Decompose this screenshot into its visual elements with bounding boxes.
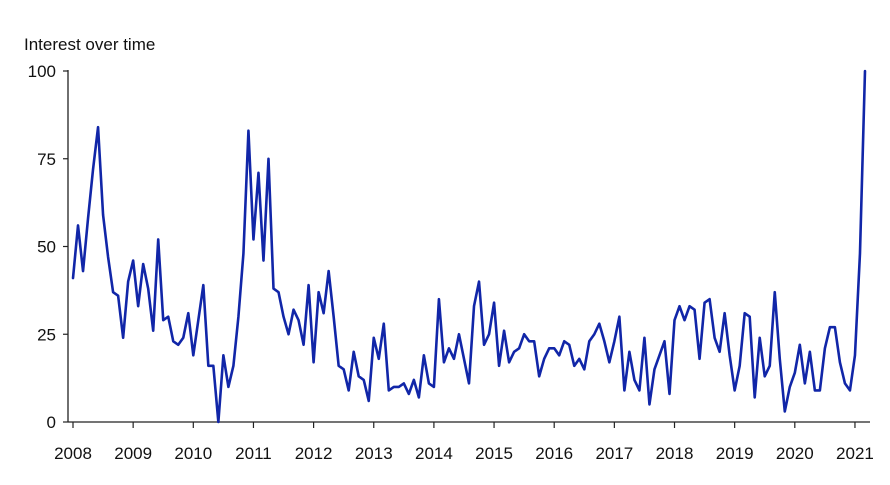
x-tick-label: 2011 bbox=[235, 444, 272, 463]
x-tick-label: 2013 bbox=[355, 444, 393, 463]
x-tick-label: 2021 bbox=[836, 444, 874, 463]
x-tick-label: 2015 bbox=[475, 444, 513, 463]
x-tick-label: 2014 bbox=[415, 444, 453, 463]
y-tick-label: 100 bbox=[28, 62, 56, 81]
y-tick-label: 50 bbox=[37, 238, 56, 257]
x-tick-label: 2020 bbox=[776, 444, 814, 463]
x-tick-label: 2009 bbox=[114, 444, 152, 463]
x-axis: 2008 2009 2010 2011 2012 2013 2014 2015 2016 2017… bbox=[54, 422, 874, 463]
chart-title: Interest over time bbox=[24, 35, 155, 54]
y-tick-label: 75 bbox=[37, 150, 56, 169]
x-tick-label: 2010 bbox=[174, 444, 212, 463]
x-tick-label: 2019 bbox=[716, 444, 754, 463]
x-tick-label: 2016 bbox=[535, 444, 573, 463]
x-tick-label: 2018 bbox=[656, 444, 694, 463]
x-tick-label: 2008 bbox=[54, 444, 92, 463]
series-layer bbox=[71, 69, 867, 424]
y-axis: 0 25 50 75 100 bbox=[28, 62, 68, 432]
x-tick-label: 2017 bbox=[595, 444, 633, 463]
x-tick-label: 2012 bbox=[295, 444, 333, 463]
series-line-0 bbox=[71, 69, 867, 424]
axes bbox=[67, 70, 870, 423]
y-tick-label: 25 bbox=[37, 325, 56, 344]
y-tick-label: 0 bbox=[47, 413, 56, 432]
